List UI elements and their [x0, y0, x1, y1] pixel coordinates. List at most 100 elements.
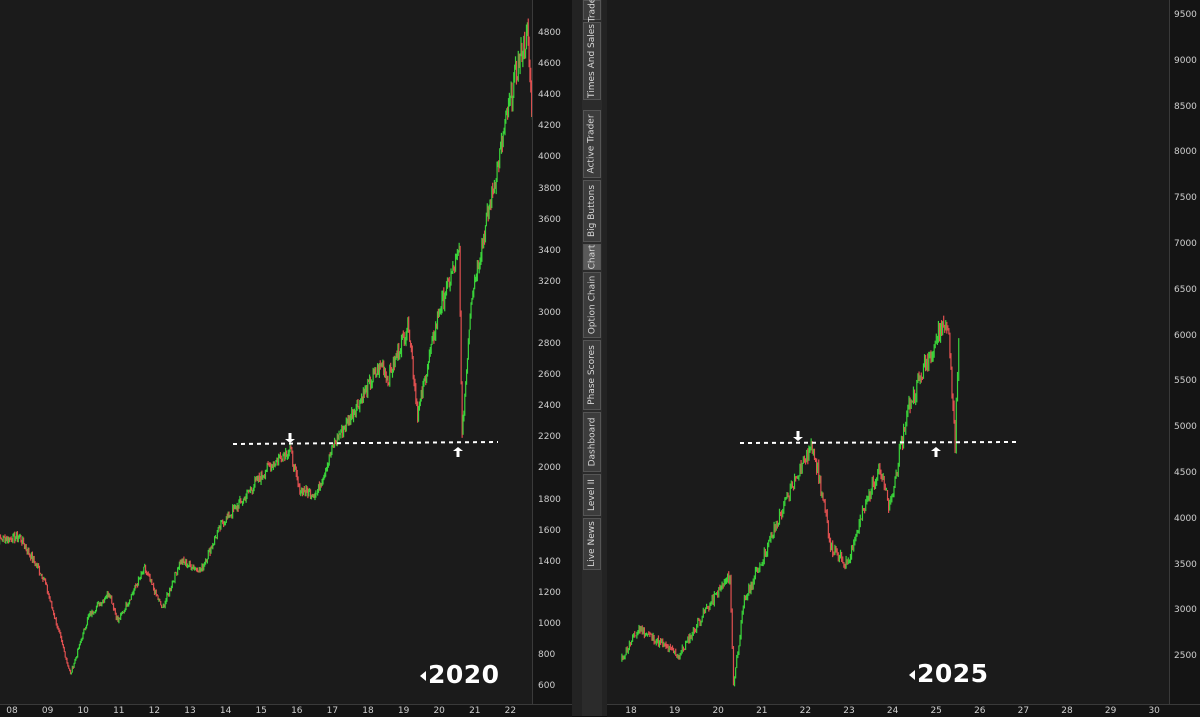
left-x-tick: 18 [362, 706, 374, 716]
left-x-tick: 22 [504, 706, 517, 716]
tab-label: Option Chain [587, 275, 598, 335]
left-x-tick: 21 [469, 706, 481, 716]
tab-phase-scores[interactable]: Phase Scores [583, 340, 601, 410]
left-y-tick: 4000 [538, 152, 561, 163]
tab-label: Big Buttons [587, 184, 597, 238]
right-y-tick: 6000 [1174, 330, 1197, 341]
left-y-tick: 4600 [538, 59, 561, 70]
tab-label: Chart [587, 244, 598, 270]
right-y-tick: 8500 [1174, 101, 1197, 112]
left-x-tick: 14 [219, 706, 232, 716]
right-year-text: 2025 [917, 659, 989, 688]
left-y-tick: 1400 [538, 556, 561, 567]
left-x-tick: 10 [77, 706, 89, 716]
tab-option-chain[interactable]: Option Chain [583, 272, 601, 338]
right-time-axis[interactable]: 18 19 20 21 22 23 24 25 26 27 28 29 30 [607, 704, 1200, 717]
left-y-tick: 3800 [538, 183, 561, 194]
left-year-label: 2020 [420, 660, 500, 689]
right-x-tick: 27 [1017, 706, 1030, 716]
left-x-tick: 08 [6, 706, 18, 716]
left-x-tick: 19 [397, 706, 410, 716]
right-y-tick: 9500 [1174, 10, 1197, 20]
support-dashed-line [739, 441, 1018, 444]
left-x-tick: 11 [113, 706, 125, 716]
left-x-tick: 15 [255, 706, 267, 716]
tab-big-buttons[interactable]: Big Buttons [583, 180, 601, 242]
right-y-tick: 2500 [1174, 651, 1197, 662]
right-x-tick: 18 [625, 706, 637, 716]
left-y-tick: 3200 [538, 276, 561, 287]
left-y-tick: 2800 [538, 339, 561, 349]
tab-live-news[interactable]: Live News [583, 518, 601, 570]
right-y-tick: 7500 [1174, 193, 1197, 204]
left-y-tick: 4200 [538, 121, 561, 132]
left-y-tick: 4400 [538, 90, 561, 101]
right-x-tick: 22 [799, 706, 812, 716]
left-price-axis[interactable]: 4800 4600 4400 4200 4000 3800 3600 3400 3200 3000… [532, 0, 573, 704]
tab-label: Trade [587, 0, 598, 23]
left-y-tick: 1000 [538, 618, 561, 629]
left-chart-panel[interactable]: 2020 [0, 0, 532, 704]
right-y-tick: 3000 [1174, 605, 1197, 616]
right-x-tick: 20 [712, 706, 724, 716]
right-y-tick: 6500 [1174, 284, 1197, 295]
triangle-left-icon [909, 670, 915, 680]
left-y-tick: 4800 [538, 28, 561, 38]
right-x-tick: 24 [886, 706, 899, 716]
right-y-tick: 4000 [1174, 513, 1197, 524]
tab-chart[interactable]: Chart [583, 244, 601, 270]
tab-label: Level II [587, 479, 597, 511]
right-year-label: 2025 [909, 659, 989, 688]
right-chart-panel[interactable]: 2025 [607, 0, 1169, 704]
tab-label: Times And Sales [587, 24, 597, 98]
arrow-down-icon [285, 433, 295, 443]
left-x-tick: 16 [291, 706, 303, 716]
left-y-tick: 1800 [538, 494, 561, 505]
right-x-tick: 26 [974, 706, 986, 716]
left-y-tick: 800 [538, 650, 556, 660]
side-tab-bar: Trade Times And Sales Active Trader Big But… [582, 0, 602, 716]
tab-dashboard[interactable]: Dashboard [583, 412, 601, 472]
left-year-text: 2020 [428, 660, 500, 689]
right-y-tick: 5500 [1174, 376, 1197, 387]
right-y-tick: 4500 [1174, 468, 1197, 478]
tab-label: Live News [587, 521, 597, 567]
left-x-tick: 17 [326, 706, 339, 716]
right-x-tick: 23 [843, 706, 855, 716]
support-dashed-line [232, 441, 499, 445]
left-x-tick: 20 [433, 706, 445, 716]
tab-trade[interactable]: Trade [583, 0, 601, 23]
right-y-tick: 3500 [1174, 559, 1197, 570]
left-y-tick: 2400 [538, 401, 561, 412]
left-y-tick: 1200 [538, 587, 561, 598]
tab-times-and-sales[interactable]: Times And Sales [583, 22, 601, 100]
left-x-tick: 09 [41, 706, 54, 716]
right-y-tick: 8000 [1174, 147, 1197, 158]
right-y-tick: 9000 [1174, 55, 1197, 66]
left-x-tick: 12 [148, 706, 161, 716]
left-y-tick: 2000 [538, 463, 561, 474]
right-x-tick: 25 [930, 706, 942, 716]
right-price-chart[interactable] [607, 0, 1169, 704]
left-y-tick: 3600 [538, 214, 561, 225]
right-y-tick: 7000 [1174, 239, 1197, 249]
tab-level-ii[interactable]: Level II [583, 474, 601, 516]
left-price-chart[interactable] [0, 0, 532, 704]
right-x-tick: 28 [1061, 706, 1073, 716]
left-y-tick: 2600 [538, 370, 561, 381]
triangle-left-icon [420, 671, 426, 681]
panel-divider [572, 0, 582, 716]
tab-label: Dashboard [587, 417, 598, 467]
left-y-tick: 3000 [538, 307, 561, 318]
right-price-axis[interactable]: 9500 9000 8500 8000 7500 7000 6500 6000 5500 5000… [1169, 0, 1200, 704]
left-y-tick: 600 [538, 681, 556, 692]
left-y-tick: 2200 [538, 432, 561, 443]
left-x-tick: 13 [184, 706, 196, 716]
tab-label: Phase Scores [587, 345, 598, 405]
panel-divider-right [602, 0, 607, 716]
left-time-axis[interactable]: 08 09 10 11 12 13 14 15 16 17 18 19 20 21 22 [0, 704, 572, 717]
arrow-up-icon [453, 447, 463, 457]
right-x-tick: 19 [668, 706, 681, 716]
tab-active-trader[interactable]: Active Trader [583, 110, 601, 178]
right-y-tick: 5000 [1174, 422, 1197, 433]
